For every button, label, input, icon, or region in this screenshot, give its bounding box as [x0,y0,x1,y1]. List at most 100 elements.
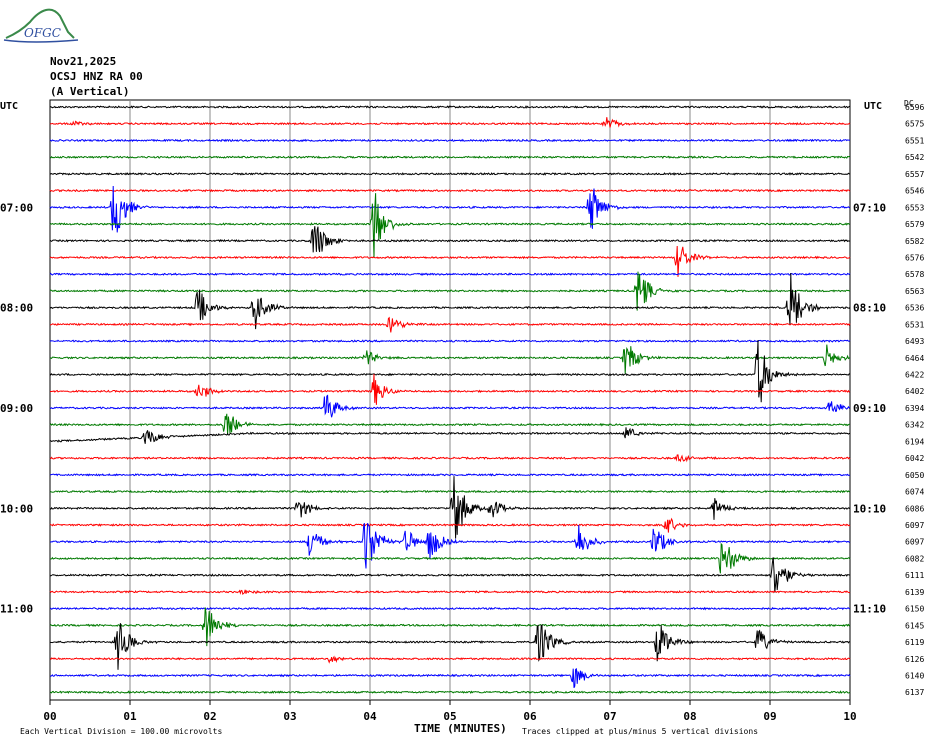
x-tick-label: 10 [843,710,856,723]
seismic-trace [49,557,850,593]
seismic-trace [49,172,851,176]
x-axis-title: TIME (MINUTES) [414,722,507,735]
dc-offset-label: 6582 [905,237,924,246]
dc-offset-label: 6575 [905,120,924,129]
seismic-trace [49,339,851,403]
seismic-trace [49,226,851,253]
left-time-label: 10:00 [0,502,33,515]
seismic-trace [49,607,851,647]
x-tick-label: 02 [203,710,216,723]
seismic-trace [49,413,850,435]
footer-clip-note: Traces clipped at plus/minus 5 vertical … [522,727,759,736]
header-station: OCSJ HNZ RA 00 [50,70,143,83]
seismic-trace [49,454,851,463]
seismic-trace [50,427,850,444]
header-date: Nov21,2025 [50,55,117,68]
seismic-trace [49,589,851,596]
seismic-trace [49,489,851,494]
dc-offset-label: 6139 [905,588,924,597]
right-time-label: 10:10 [853,502,886,515]
dc-offset-label: 6422 [905,371,924,380]
seismic-trace [49,606,850,611]
seismic-trace [49,476,851,539]
seismic-trace [49,316,851,333]
seismic-trace [49,473,851,477]
dc-offset-label: 6402 [905,387,924,396]
dc-offset-label: 6126 [905,655,924,664]
seismic-trace [49,272,851,276]
seismic-trace [49,373,851,405]
dc-offset-label: 6194 [905,437,924,446]
x-tick-label: 01 [123,710,137,723]
dc-offset-label: 6493 [905,337,924,346]
seismic-trace [49,138,851,143]
seismic-trace [49,271,851,311]
dc-offset-label: 6342 [905,421,924,430]
logo-text: OFGC [24,26,61,40]
seismic-trace [49,542,851,574]
dc-offset-label: 6557 [905,170,924,179]
x-tick-label: 08 [683,710,696,723]
logo: OFGC [2,2,82,46]
footer-scale-note: Each Vertical Division = 100.00 microvol… [20,727,223,736]
dc-offset-label: 6137 [905,688,924,697]
dc-offset-label: 6150 [905,605,924,614]
right-time-label: 11:10 [853,603,886,616]
dc-offset-label: 6042 [905,454,924,463]
dc-offset-label: 6531 [905,320,924,329]
seismic-trace [49,623,850,670]
dc-offset-label: 6140 [905,671,924,680]
seismic-trace [49,155,851,159]
x-tick-label: 09 [763,710,776,723]
seismic-trace [49,245,851,277]
x-tick-label: 05 [443,710,456,723]
right-time-label: 07:10 [853,201,886,214]
dc-offset-label: 6145 [905,621,924,630]
seismic-trace [49,522,851,569]
left-timezone-label: UTC [0,101,19,112]
x-tick-label: 03 [283,710,296,723]
dc-header-label: DC [904,99,914,108]
seismic-trace [49,188,851,193]
seismic-trace [49,105,851,109]
seismic-trace [49,185,851,233]
dc-offset-label: 6578 [905,270,924,279]
dc-offset-label: 6553 [905,203,924,212]
left-time-label: 07:00 [0,201,33,214]
logo-mountain-icon [3,8,79,43]
x-tick-label: 07 [603,710,616,723]
dc-offset-label: 6082 [905,554,924,563]
dc-offset-label: 6542 [905,153,924,162]
dc-offset-label: 6119 [905,638,924,647]
seismic-trace [49,690,851,695]
header-component: (A Vertical) [50,85,130,98]
left-time-label: 11:00 [0,603,33,616]
right-time-label: 08:10 [853,302,886,315]
dc-offset-label: 6563 [905,287,924,296]
dc-offset-label: 6551 [905,136,924,145]
dc-offset-label: 6536 [905,304,924,313]
seismic-trace [49,668,851,689]
seismic-trace [49,344,851,374]
dc-offset-label: 6394 [905,404,924,413]
dc-offset-label: 6579 [905,220,924,229]
dc-offset-label: 6546 [905,187,924,196]
dc-offset-label: 6097 [905,521,924,530]
x-tick-label: 04 [363,710,377,723]
seismic-trace [49,517,851,533]
right-time-label: 09:10 [853,402,886,415]
left-time-label: 08:00 [0,302,33,315]
left-time-label: 09:00 [0,402,33,415]
x-tick-label: 06 [523,710,537,723]
dc-offset-label: 6097 [905,538,924,547]
seismic-trace [49,193,850,258]
right-timezone-label: UTC [864,101,883,112]
dc-offset-label: 6596 [905,103,924,112]
dc-offset-label: 6074 [905,488,924,497]
seismic-trace [49,272,851,330]
dc-offset-label: 6111 [905,571,924,580]
dc-offset-label: 6464 [905,354,924,363]
seismic-trace [49,339,851,343]
seismic-trace [49,117,851,128]
